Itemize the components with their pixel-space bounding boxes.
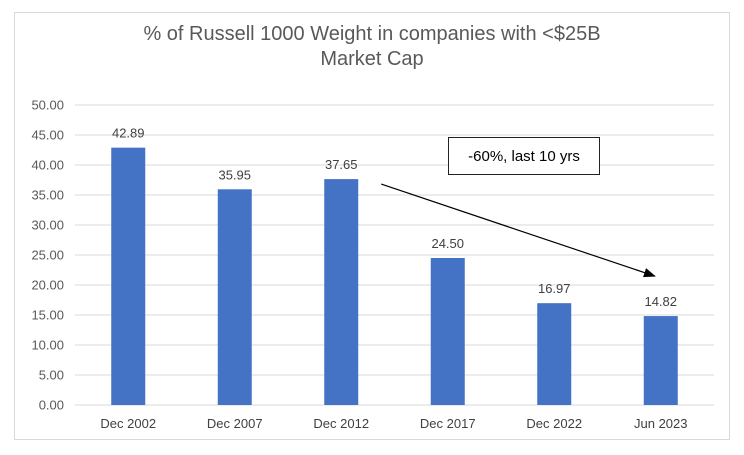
y-tick-label: 15.00 <box>31 308 64 323</box>
y-tick-label: 0.00 <box>39 398 64 413</box>
annotation-text: -60%, last 10 yrs <box>468 147 580 165</box>
x-tick-label: Dec 2017 <box>420 416 476 431</box>
y-tick-label: 10.00 <box>31 338 64 353</box>
y-tick-label: 50.00 <box>31 98 64 113</box>
y-tick-label: 5.00 <box>39 368 64 383</box>
x-tick-label: Dec 2012 <box>313 416 369 431</box>
data-label: 37.65 <box>325 157 358 172</box>
y-tick-label: 20.00 <box>31 278 64 293</box>
bar <box>643 316 678 405</box>
annotation-box: -60%, last 10 yrs <box>448 137 600 175</box>
data-label: 42.89 <box>112 126 145 141</box>
x-tick-label: Dec 2007 <box>207 416 263 431</box>
data-label: 16.97 <box>538 281 571 296</box>
x-tick-label: Dec 2022 <box>526 416 582 431</box>
y-tick-label: 45.00 <box>31 128 64 143</box>
y-tick-label: 25.00 <box>31 248 64 263</box>
chart-title-line-1: % of Russell 1000 Weight in companies wi… <box>143 23 601 45</box>
y-tick-label: 35.00 <box>31 188 64 203</box>
bar <box>324 179 359 405</box>
y-tick-label: 30.00 <box>31 218 64 233</box>
data-label: 24.50 <box>431 236 464 251</box>
bar <box>537 303 572 405</box>
bar <box>430 258 465 405</box>
x-tick-label: Jun 2023 <box>634 416 688 431</box>
chart-title: % of Russell 1000 Weight in companies wi… <box>0 22 744 72</box>
chart-title-line-2: Market Cap <box>320 48 424 70</box>
bar <box>111 147 146 405</box>
bar <box>217 189 252 405</box>
data-label: 14.82 <box>644 294 677 309</box>
x-tick-label: Dec 2002 <box>100 416 156 431</box>
y-tick-label: 40.00 <box>31 158 64 173</box>
annotation-arrow <box>381 183 656 278</box>
data-label: 35.95 <box>218 167 251 182</box>
